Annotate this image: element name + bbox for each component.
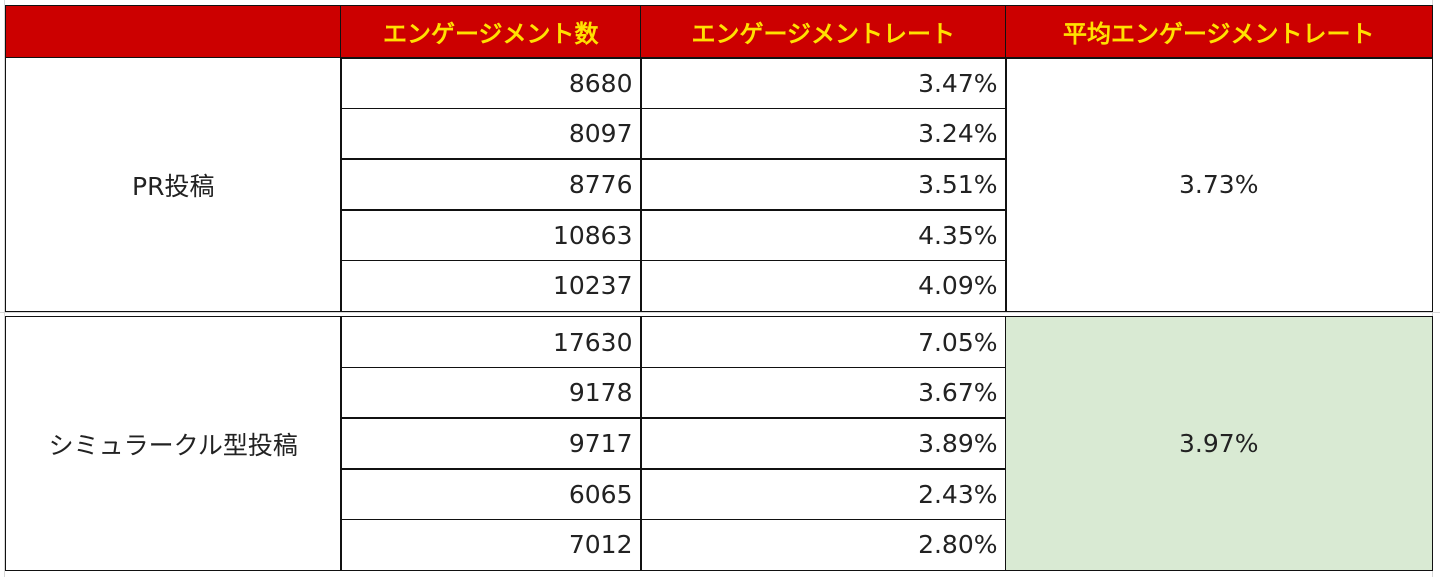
engagement-count: 17630	[340, 316, 642, 369]
engagement-count: 7012	[340, 518, 642, 571]
engagement-rate: 3.51%	[640, 158, 1007, 211]
engagement-rate: 4.09%	[640, 259, 1007, 312]
sheet-gridline	[1432, 0, 1433, 577]
group-label: シミュラークル型投稿	[5, 316, 342, 571]
engagement-rate: 7.05%	[640, 316, 1007, 369]
engagement-count: 8097	[340, 107, 642, 160]
average-rate: 3.73%	[1005, 57, 1433, 312]
header-cell: エンゲージメント数	[340, 5, 642, 59]
engagement-count: 8776	[340, 158, 642, 211]
engagement-rate: 3.47%	[640, 57, 1007, 110]
engagement-rate: 3.24%	[640, 107, 1007, 160]
engagement-rate: 4.35%	[640, 209, 1007, 262]
engagement-count: 6065	[340, 468, 642, 521]
sheet-gridline	[0, 312, 1440, 313]
engagement-count: 10863	[340, 209, 642, 262]
sheet-gridline	[4, 0, 5, 577]
engagement-count: 10237	[340, 259, 642, 312]
engagement-rate: 2.80%	[640, 518, 1007, 571]
header-cell: 平均エンゲージメントレート	[1005, 5, 1433, 59]
engagement-rate: 3.89%	[640, 417, 1007, 470]
average-rate: 3.97%	[1005, 316, 1433, 571]
engagement-count: 9178	[340, 366, 642, 419]
header-cell: エンゲージメントレート	[640, 5, 1007, 59]
engagement-count: 9717	[340, 417, 642, 470]
header-corner	[5, 5, 341, 58]
group-label: PR投稿	[5, 57, 342, 312]
engagement-rate: 3.67%	[640, 366, 1007, 419]
engagement-count: 8680	[340, 57, 642, 110]
engagement-rate: 2.43%	[640, 468, 1007, 521]
